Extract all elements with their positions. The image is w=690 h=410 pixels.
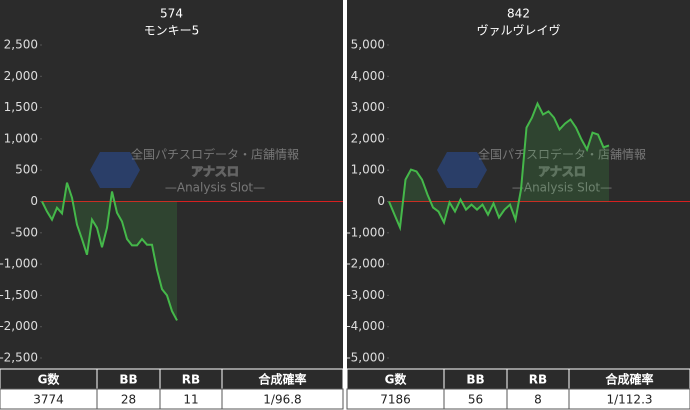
table-value: 3774 [33,393,64,407]
chart-subtitle: ヴァルヴレイヴ [476,23,560,38]
table-cell [221,388,344,410]
table-header: RB [529,373,547,387]
area [389,103,609,228]
y-tick-label: -2,000 [0,319,38,333]
y-tick-label: -1,500 [0,288,38,302]
table-value: 11 [183,393,198,407]
y-tick-label: 1,000 [4,131,38,145]
table-header: BB [466,373,484,387]
table-value: 28 [121,393,136,407]
table-header: G数 [38,372,61,387]
watermark-subtitle: —Analysis Slot— [512,181,612,195]
line [388,101,610,232]
table-value: 1/96.8 [263,393,301,407]
watermark-logo [437,152,487,188]
y-tick-label: 4,000 [351,69,385,83]
y-tick-label: 0 [377,194,385,208]
table-value: 1/112.3 [606,393,652,407]
y-tick-label: 500 [15,163,38,177]
table-value: 8 [534,393,542,407]
watermark-title: アナスロ [538,165,586,179]
table-cell [568,388,690,410]
y-tick-label: -1,000 [0,257,38,271]
watermark-tagline: 全国パチスロデータ・店舗情報 [478,147,646,162]
y-tick-label: 1,500 [4,100,38,114]
chart-title: 842 [507,7,530,21]
watermark-subtitle: —Analysis Slot— [165,181,265,195]
y-tick-label: -2,500 [0,351,38,365]
y-tick-label: 0 [30,194,38,208]
watermark-tagline: 全国パチスロデータ・店舗情報 [131,147,299,162]
chart-subtitle: モンキー5 [144,24,200,38]
y-tick-label: 2,000 [4,69,38,83]
chart-title: 574 [160,7,183,21]
table-value: 7186 [380,393,411,407]
y-tick-label: -1,000 [346,225,385,239]
y-tick-label: -3,000 [346,288,385,302]
table-header: BB [119,373,137,387]
table-value: 56 [468,393,483,407]
table-header: 合成確率 [258,372,306,387]
table-header: RB [182,373,200,387]
watermark-title: アナスロ [191,165,239,179]
y-tick-label: 2,000 [351,131,385,145]
y-tick-label: -4,000 [346,319,385,333]
y-tick-label: 2,500 [4,38,38,52]
y-tick-label: 5,000 [351,38,385,52]
y-tick-label: -5,000 [346,351,385,365]
table-header: G数 [385,372,408,387]
y-tick-label: 3,000 [351,100,385,114]
table-header: 合成確率 [605,372,653,387]
y-tick-label: 1,000 [351,163,385,177]
y-tick-label: -2,000 [346,257,385,271]
y-tick-label: -500 [11,225,38,239]
line [41,182,178,321]
watermark-logo [90,152,140,188]
